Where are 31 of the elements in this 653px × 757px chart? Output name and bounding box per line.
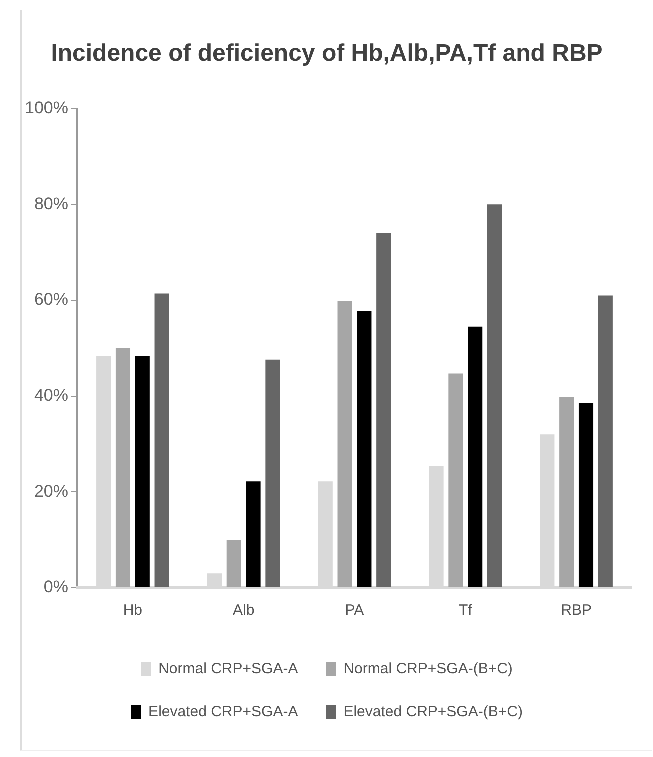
bar [135, 356, 150, 588]
y-tick-label: 20% [34, 482, 68, 501]
y-tick-label: 60% [34, 290, 68, 310]
legend-label: Elevated CRP+SGA-(B+C) [344, 704, 523, 721]
bar [338, 301, 352, 588]
bar [487, 204, 502, 588]
legend-label: Normal CRP+SGA-(B+C) [344, 660, 513, 678]
y-tick-label: 80% [34, 194, 68, 214]
y-tick-label: 40% [34, 386, 68, 406]
x-tick-label: Tf [458, 602, 474, 620]
bar [246, 482, 261, 588]
bar [116, 348, 131, 588]
chart-title: Incidence of deficiency of Hb,Alb,PA,Tf and RBP [51, 40, 603, 68]
x-tick-label: Hb [123, 602, 143, 620]
bar [560, 397, 574, 588]
bar [226, 540, 242, 588]
legend-label: Elevated CRP+SGA-A [148, 704, 298, 721]
bar [468, 326, 483, 588]
x-tick-label: RBP [561, 602, 592, 620]
bar [598, 296, 613, 588]
legend-label: Normal CRP+SGA-A [158, 660, 298, 678]
bar [357, 312, 372, 588]
bar [376, 233, 392, 588]
y-tick-label: 0% [44, 578, 68, 597]
bar [266, 360, 280, 588]
bar [578, 403, 594, 588]
bar [154, 294, 170, 588]
y-tick-label: 100% [24, 98, 68, 118]
bar [448, 374, 464, 588]
x-tick-label: PA [345, 602, 364, 620]
x-tick-label: Alb [232, 602, 255, 620]
